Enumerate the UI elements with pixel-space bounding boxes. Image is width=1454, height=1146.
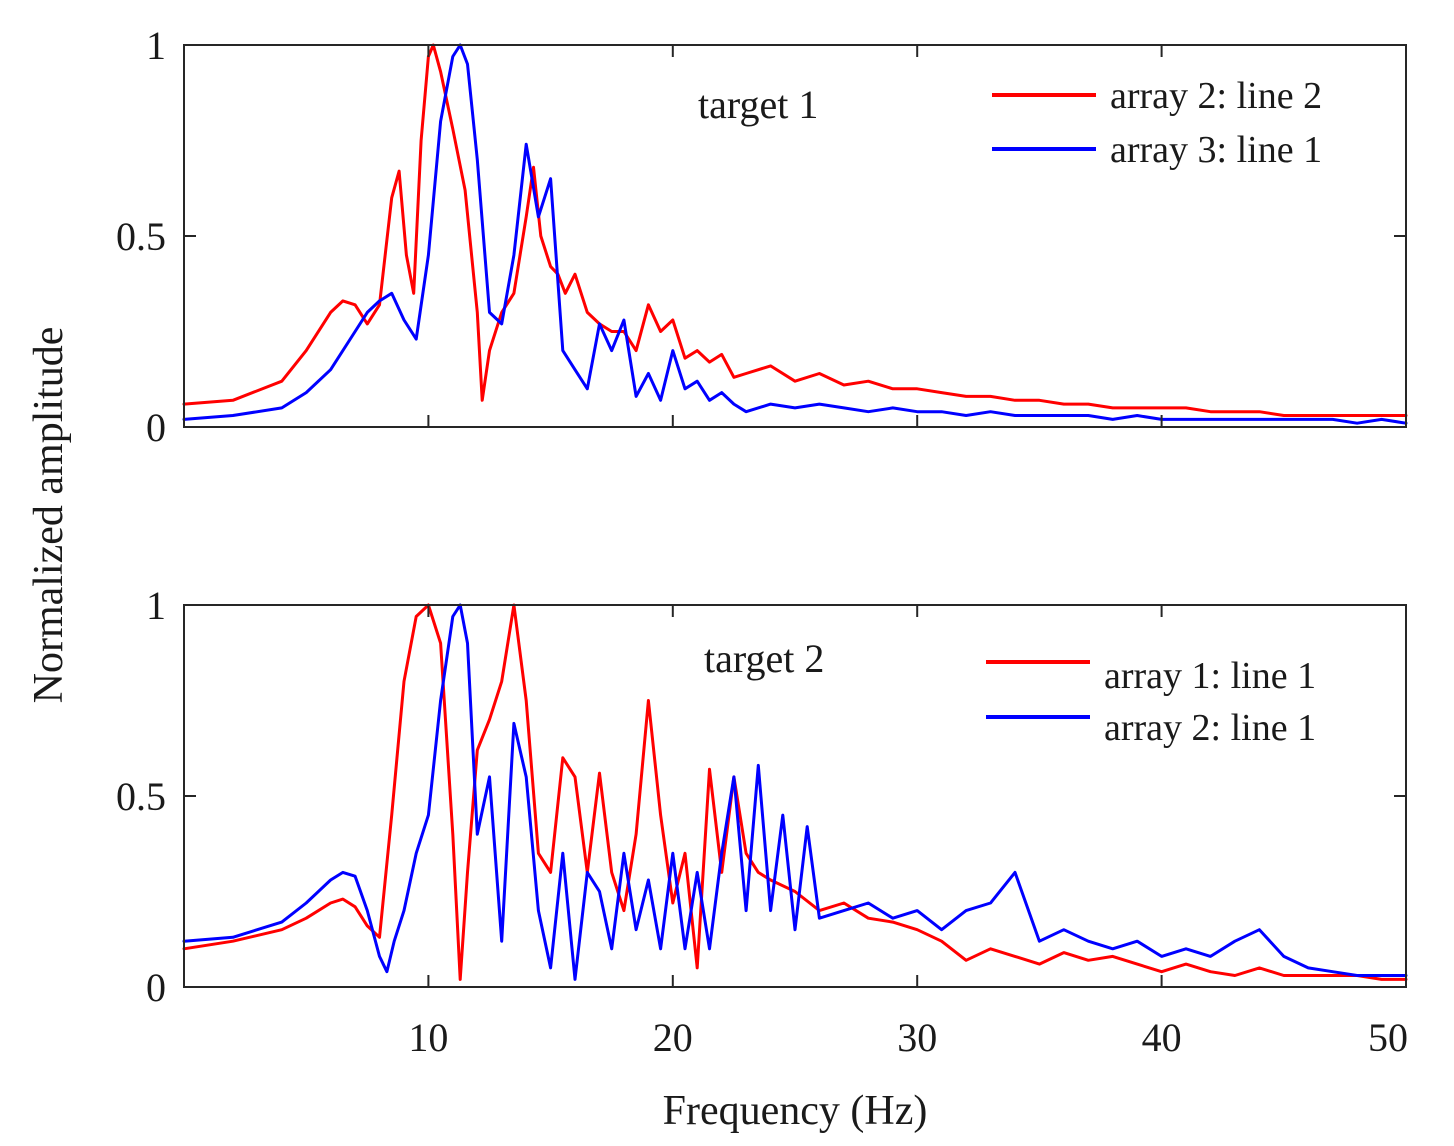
y-tick-label: 0 xyxy=(146,405,166,450)
y-tick-label: 0.5 xyxy=(116,774,166,819)
x-axis-label: Frequency (Hz) xyxy=(663,1088,928,1134)
legend-entry: array 2: line 1 xyxy=(1104,707,1316,749)
legend: array 2: line 2 array 3: line 1 xyxy=(992,75,1322,171)
series-line-red xyxy=(182,603,1408,981)
chart-panel-target-2: 0 0.5 1 10 20 30 40 50 target 2 array 1: line 1… xyxy=(116,583,1408,1060)
y-axis-label: Normalized amplitude xyxy=(26,327,72,704)
x-tick-label: 40 xyxy=(1142,1015,1182,1060)
x-tick-label: 50 xyxy=(1368,1015,1408,1060)
x-tick-label: 20 xyxy=(653,1015,693,1060)
y-tick-label: 0 xyxy=(146,965,166,1010)
legend: array 1: line 1 array 2: line 1 xyxy=(986,655,1316,749)
series-line-blue xyxy=(182,43,1408,425)
y-tick-label: 1 xyxy=(146,23,166,68)
y-tick-label: 1 xyxy=(146,583,166,628)
series-line-red xyxy=(182,43,1408,417)
y-tick-label: 0.5 xyxy=(116,214,166,259)
panel-annotation: target 2 xyxy=(704,636,824,681)
series-line-blue xyxy=(182,603,1408,981)
legend-entry: array 3: line 1 xyxy=(1110,129,1322,171)
panel-annotation: target 1 xyxy=(698,82,818,127)
legend-entry: array 2: line 2 xyxy=(1110,75,1322,117)
x-tick-label: 10 xyxy=(408,1015,448,1060)
chart-panel-target-1: 0 0.5 1 target 1 array 2: line 2 array 3: … xyxy=(116,23,1408,450)
x-tick-label: 30 xyxy=(897,1015,937,1060)
legend-entry: array 1: line 1 xyxy=(1104,655,1316,697)
